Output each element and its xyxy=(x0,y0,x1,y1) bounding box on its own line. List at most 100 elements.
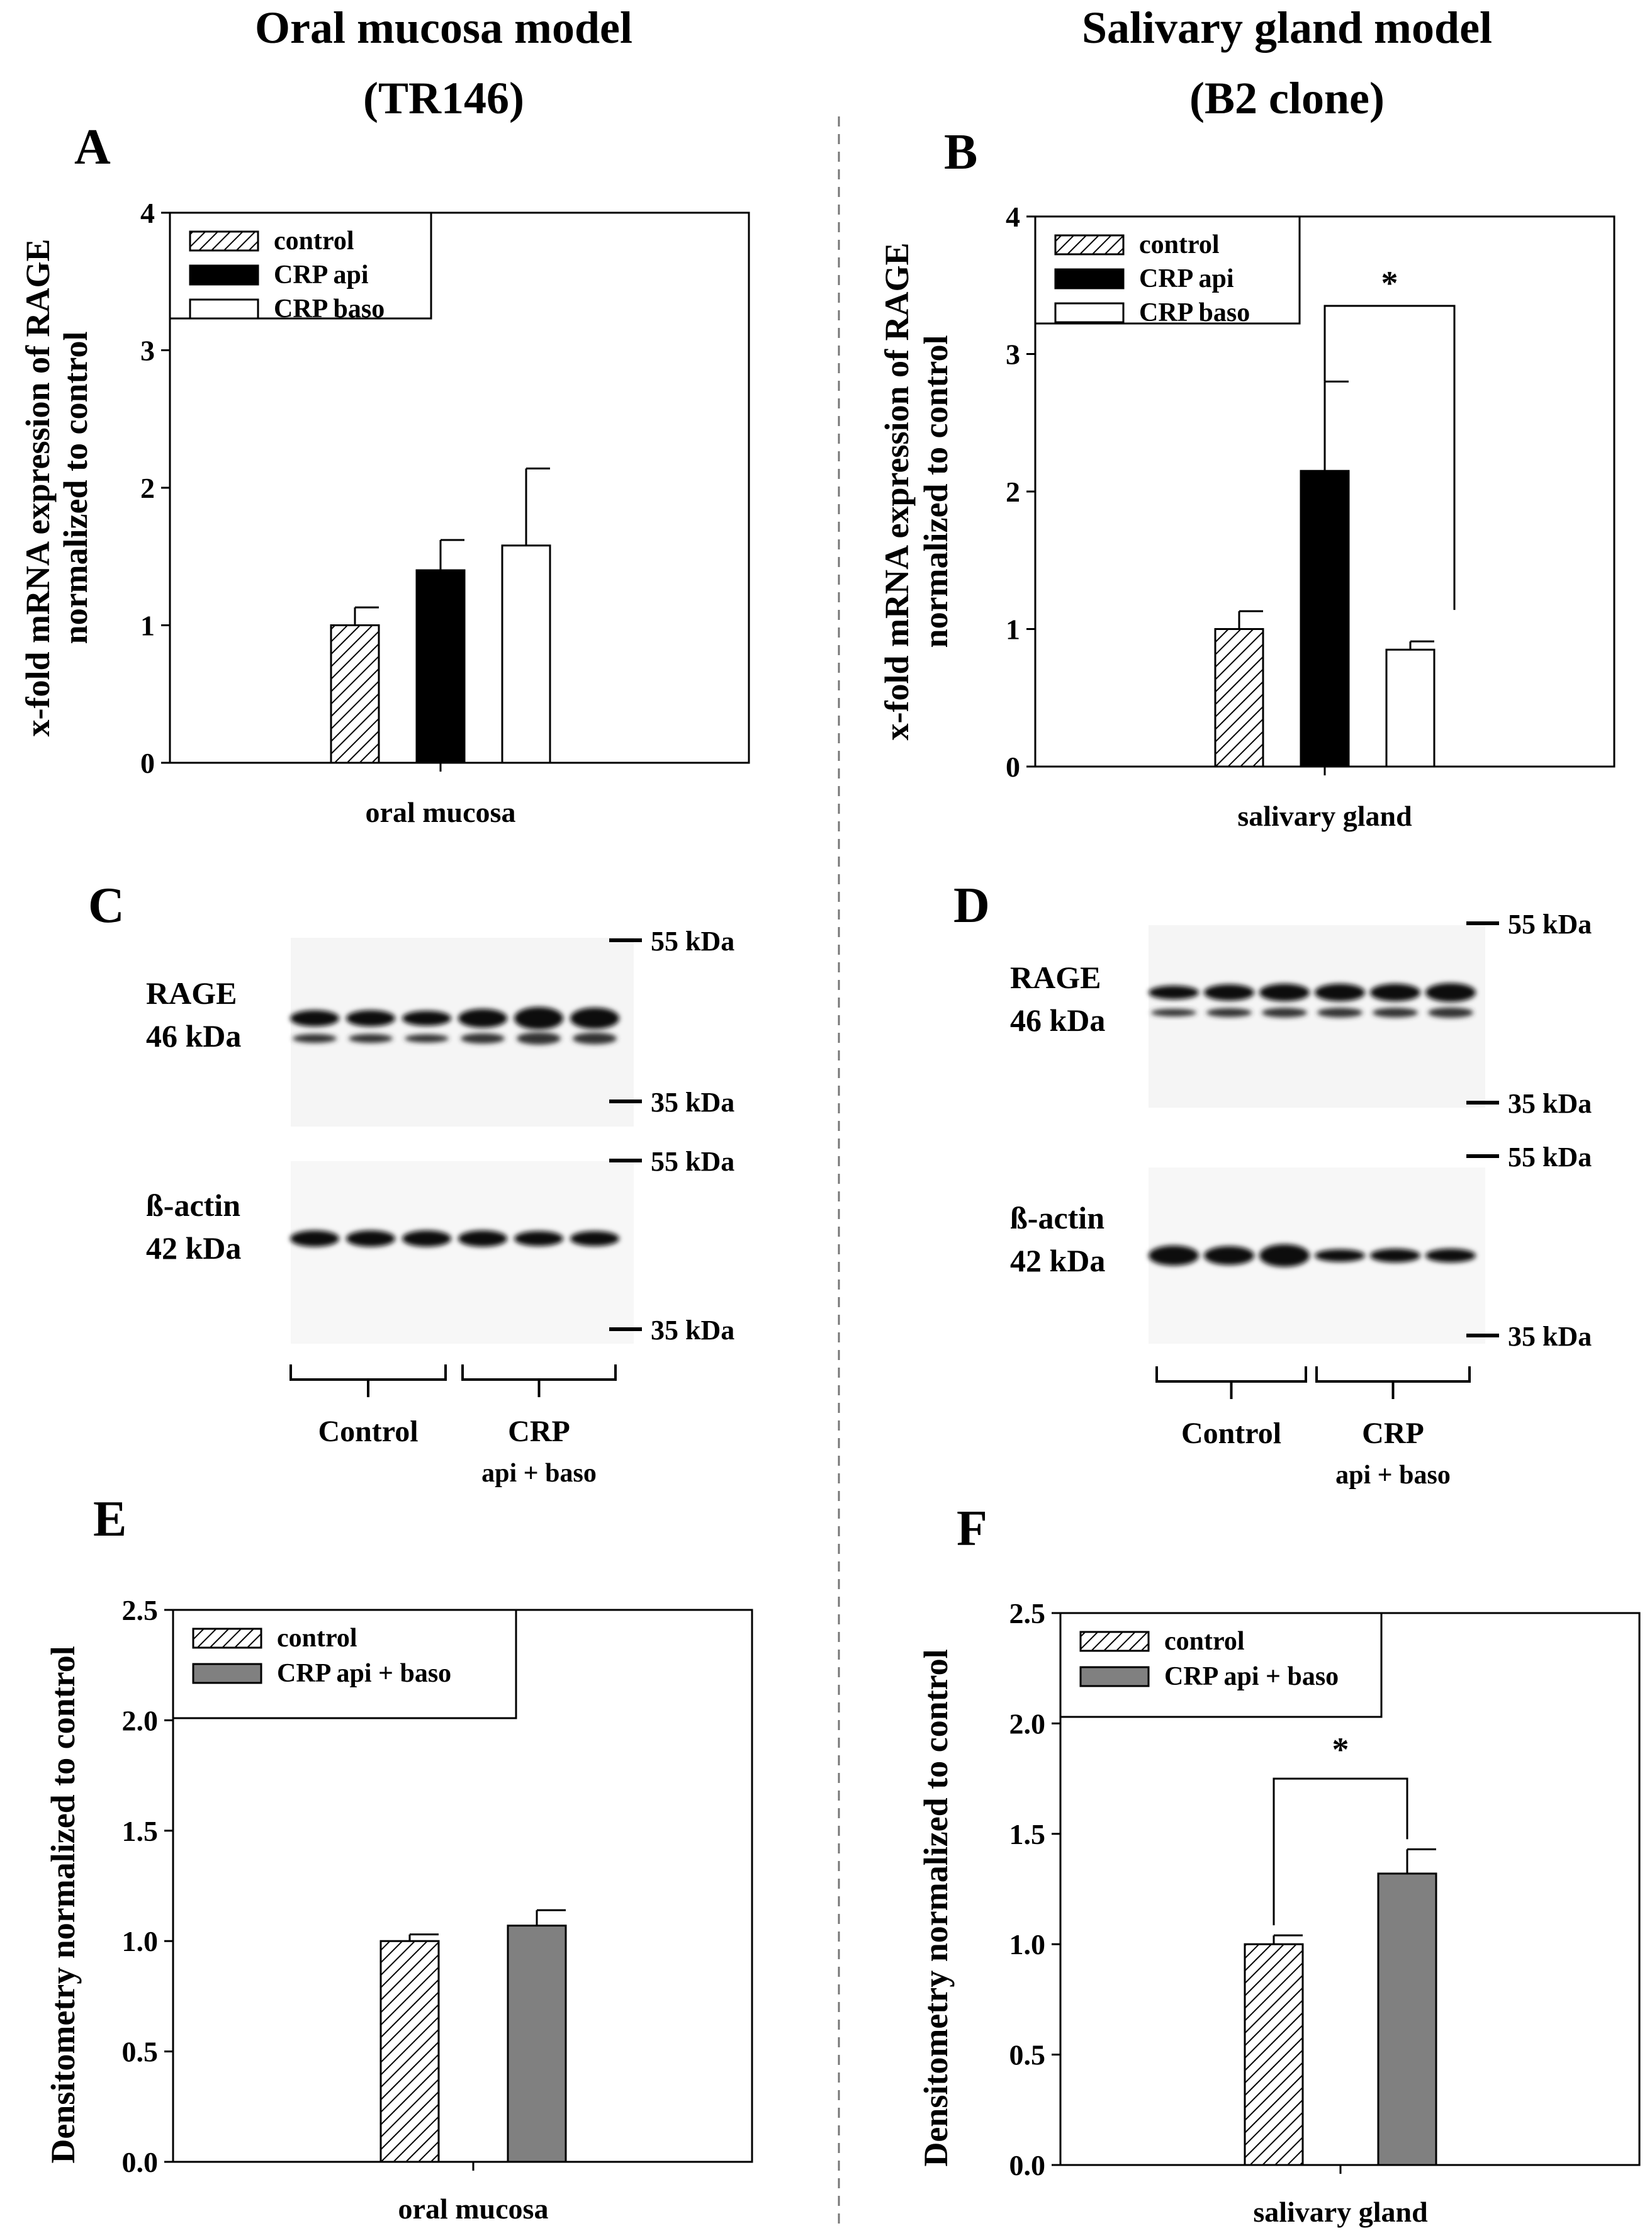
significance-bracket xyxy=(1273,1777,1408,1926)
group-label-crp-sub: api + baso xyxy=(481,1459,597,1488)
y-axis-label-line2: normalized to control xyxy=(917,335,955,648)
group-label-crp: CRP xyxy=(508,1415,570,1448)
y-axis-label: x-fold mRNA expression of RAGE xyxy=(19,239,57,736)
bar-crp-api-baso xyxy=(507,1925,567,2163)
legend-swatch xyxy=(189,264,259,286)
y-tick-label: 3 xyxy=(1006,339,1020,371)
legend-label: control xyxy=(277,1624,357,1653)
rage-label: RAGE xyxy=(1010,960,1101,995)
y-tick-label: 1.0 xyxy=(122,1925,159,1957)
actin-label: ß-actin xyxy=(146,1188,240,1223)
y-tick-label: 4 xyxy=(140,197,155,229)
rage-kda-label: 46 kDa xyxy=(146,1018,241,1054)
y-tick-label: 1.5 xyxy=(1009,1818,1046,1850)
actin-band xyxy=(458,1230,507,1247)
y-axis-label: Densitometry normalized to control xyxy=(44,1646,82,2163)
marker-label: 55 kDa xyxy=(1508,909,1592,940)
actin-band xyxy=(1315,1249,1365,1262)
rage-band-upper xyxy=(458,1009,507,1028)
rage-band-upper xyxy=(346,1010,395,1026)
panel-letter-e: E xyxy=(93,1492,126,1547)
legend-label: CRP baso xyxy=(1139,298,1250,327)
group-label-crp-sub: api + baso xyxy=(1335,1461,1451,1490)
actin-band xyxy=(346,1230,395,1247)
legend-label: control xyxy=(1164,1627,1245,1656)
marker-label: 35 kDa xyxy=(1508,1088,1592,1119)
y-tick-label: 4 xyxy=(1006,201,1020,233)
right-column-title: Salivary gland model xyxy=(1082,3,1492,53)
x-axis-label: salivary gland xyxy=(1253,2196,1428,2228)
legend-swatch xyxy=(189,298,259,320)
rage-band-lower xyxy=(573,1032,617,1045)
actin-band xyxy=(570,1231,619,1246)
western-blot-panel-c: C RAGE 46 kDa ß-actin 42 kDa 55 kDa 35 kDa 55 k… xyxy=(88,878,734,1488)
significance-star: * xyxy=(1381,264,1398,302)
actin-blot-image xyxy=(291,1161,634,1344)
panel-letter-f: F xyxy=(957,1501,987,1556)
rage-band-upper xyxy=(1370,984,1420,1001)
legend-label: CRP api + baso xyxy=(277,1659,451,1688)
rage-band-lower xyxy=(1151,1008,1196,1017)
legend: control CRP api + baso xyxy=(1059,1612,1383,1718)
legend: control CRP api CRP baso xyxy=(169,211,432,323)
legend-label: CRP api + baso xyxy=(1164,1662,1339,1691)
rage-band-lower xyxy=(1317,1008,1363,1018)
rage-band-upper xyxy=(1425,983,1476,1002)
y-tick-label: 1 xyxy=(140,610,155,642)
y-tick-label: 2.5 xyxy=(122,1594,159,1626)
rage-band-lower xyxy=(405,1034,449,1043)
rage-band-lower xyxy=(349,1033,393,1043)
x-axis-label: salivary gland xyxy=(1237,800,1412,832)
marker-label: 35 kDa xyxy=(1508,1321,1592,1352)
rage-band-upper xyxy=(402,1011,451,1026)
rage-band-upper xyxy=(290,1010,339,1026)
group-label-crp: CRP xyxy=(1362,1417,1424,1450)
legend-swatch xyxy=(1054,302,1125,323)
rage-band-lower xyxy=(1262,1008,1307,1018)
y-tick-label: 2.0 xyxy=(1009,1707,1046,1740)
panel-letter-c: C xyxy=(88,878,125,933)
y-tick-label: 0 xyxy=(140,747,155,779)
marker-label: 55 kDa xyxy=(651,926,734,957)
rage-band-upper xyxy=(570,1008,619,1029)
rage-band-lower xyxy=(293,1033,337,1043)
legend-swatch xyxy=(1079,1631,1150,1652)
legend-label: CRP api xyxy=(274,261,369,290)
actin-band xyxy=(1425,1249,1476,1262)
actin-label: ß-actin xyxy=(1010,1200,1104,1235)
legend-label: control xyxy=(1139,230,1220,259)
y-tick-label: 0.5 xyxy=(122,2036,159,2068)
group-bracket xyxy=(1155,1366,1307,1399)
y-tick-label: 0.0 xyxy=(122,2146,159,2178)
chart-panel-a: 0 1 2 3 4 oral mucosa x-fold mRNA expression o… xyxy=(19,197,750,828)
bar-control xyxy=(379,1940,440,2163)
legend-box xyxy=(1059,1612,1383,1718)
y-tick-label: 2.0 xyxy=(122,1704,159,1736)
western-blot-panel-d: D RAGE 46 kDa ß-actin 42 kDa 55 kDa 35 kDa 55 k… xyxy=(953,878,1592,1490)
bar-control xyxy=(330,624,380,764)
bar-control xyxy=(1214,628,1264,768)
actin-band xyxy=(1149,1246,1199,1266)
marker-label: 55 kDa xyxy=(1508,1142,1592,1172)
legend-swatch xyxy=(189,230,259,252)
right-column-subtitle: (B2 clone) xyxy=(1189,73,1385,123)
y-tick-label: 2.5 xyxy=(1009,1597,1046,1629)
rage-band-lower xyxy=(461,1033,505,1044)
panel-letter-a: A xyxy=(74,120,111,175)
actin-band xyxy=(290,1230,339,1247)
y-tick-label: 1.5 xyxy=(122,1815,159,1847)
y-tick-label: 0 xyxy=(1006,751,1020,783)
y-tick-label: 0.0 xyxy=(1009,2149,1046,2181)
marker-label: 55 kDa xyxy=(651,1146,734,1177)
rage-band-upper xyxy=(1149,986,1199,999)
bar-crp-baso xyxy=(1385,648,1436,768)
marker-label: 35 kDa xyxy=(651,1315,734,1346)
legend-label: control xyxy=(274,227,354,256)
x-axis-label: oral mucosa xyxy=(398,2193,549,2225)
actin-band xyxy=(1259,1244,1310,1267)
x-axis-label: oral mucosa xyxy=(366,796,516,828)
legend-swatch xyxy=(1054,234,1125,256)
y-axis-label: x-fold mRNA expression of RAGE xyxy=(878,242,916,740)
panel-letter-d: D xyxy=(953,878,990,933)
